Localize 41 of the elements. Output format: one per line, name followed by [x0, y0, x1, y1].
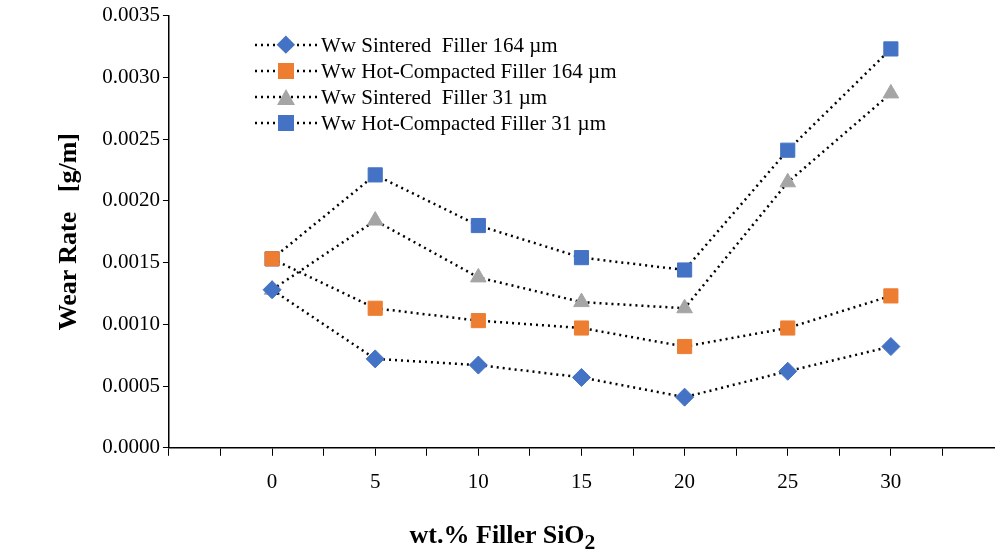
point [881, 337, 901, 357]
point [675, 387, 695, 407]
x-tick-label: 10 [467, 468, 489, 493]
point [470, 217, 486, 234]
point [883, 288, 899, 304]
x-tick-label: 5 [369, 468, 381, 493]
x-tick-label: 20 [674, 468, 696, 493]
x-tick-label: 25 [777, 468, 799, 493]
point [677, 262, 693, 278]
y-tick-label: 0.0020 [102, 187, 160, 212]
point [780, 142, 796, 158]
point [367, 300, 383, 316]
x-axis-title: wt.% Filler SiO$_{2}$ [408, 520, 597, 556]
y-tick-label: 0.0010 [102, 310, 160, 335]
point [571, 367, 591, 387]
x-tick-label: 0 [266, 468, 278, 493]
point [778, 361, 798, 381]
y-tick-label: 0.0030 [102, 63, 160, 88]
legend-label: Ww Hot-Compacted Filler 31 µm [321, 110, 607, 136]
y-tick-label: 0.0035 [102, 2, 160, 27]
point [573, 250, 590, 266]
point [367, 167, 383, 183]
x-tick-label: 15 [570, 468, 592, 493]
point [677, 338, 693, 355]
y-tick-label: 0.0005 [102, 372, 160, 397]
point [366, 211, 384, 226]
point [573, 320, 590, 336]
point [468, 355, 488, 375]
point [262, 280, 282, 300]
y-tick-label: 0.0015 [102, 249, 160, 274]
legend-label: Ww Sintered Filler 164 µm [321, 32, 558, 58]
y-axis-title: Wear Rate [g/m] [53, 133, 83, 331]
y-tick-label: 0.0025 [102, 125, 160, 150]
point [883, 41, 899, 57]
point [365, 349, 385, 369]
point [780, 320, 796, 336]
legend-label: Ww Sintered Filler 31 µm [321, 84, 548, 110]
y-tick-label: 0.0000 [102, 434, 160, 459]
legend-label: Ww Hot-Compacted Filler 164 µm [321, 58, 617, 84]
point [470, 313, 486, 329]
x-tick-label: 30 [880, 468, 902, 493]
